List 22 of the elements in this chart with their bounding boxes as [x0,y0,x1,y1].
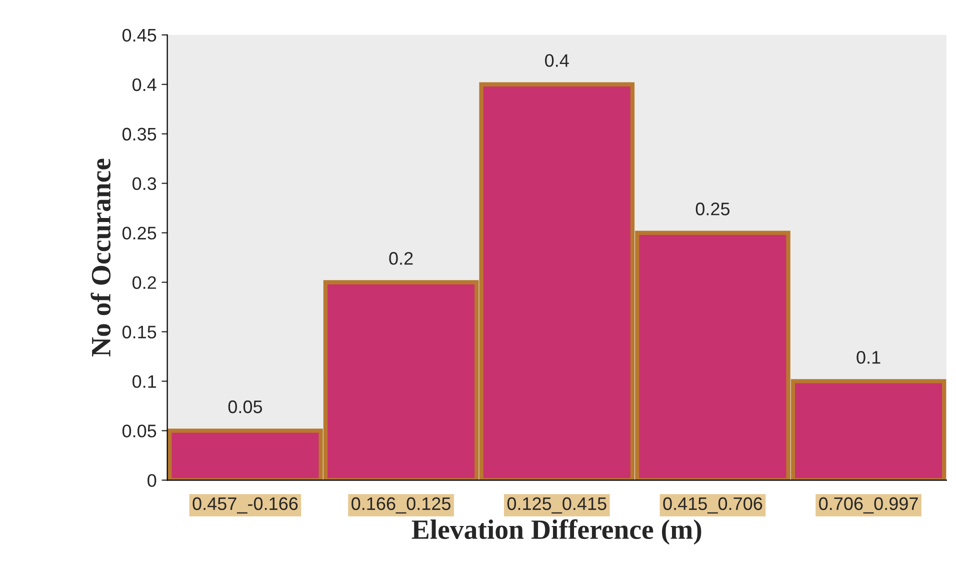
y-tick-label: 0.4 [132,78,156,92]
y-tick-label: 0.05 [122,424,156,438]
y-tick-label: 0.2 [132,276,156,289]
y-axis-title: No of Occurance [90,158,111,357]
x-tick-label: 0.457_-0.166 [192,497,298,514]
y-tick-label: 0.25 [122,226,156,240]
x-tick-label: 0.166_0.125 [352,497,450,514]
x-tick-label: 0.706_0.997 [819,497,918,514]
x-axis-title: Elevation Difference (m) [412,519,702,545]
y-tick-label: 0.35 [122,128,156,141]
data-label: 0.25 [696,202,730,216]
y-tick-label: 0 [148,474,156,487]
data-label: 0.1 [856,350,880,364]
y-tick-label: 0.45 [122,28,156,42]
y-tick-label: 0.1 [132,375,156,388]
x-tick-label: 0.415_0.706 [663,497,762,514]
data-label: 0.2 [389,252,413,265]
y-tick-label: 0.3 [132,177,156,190]
x-tick-label: 0.125_0.415 [507,497,606,514]
y-tick-label: 0.15 [122,326,156,338]
data-label: 0.4 [545,54,569,67]
data-label: 0.05 [228,400,262,414]
